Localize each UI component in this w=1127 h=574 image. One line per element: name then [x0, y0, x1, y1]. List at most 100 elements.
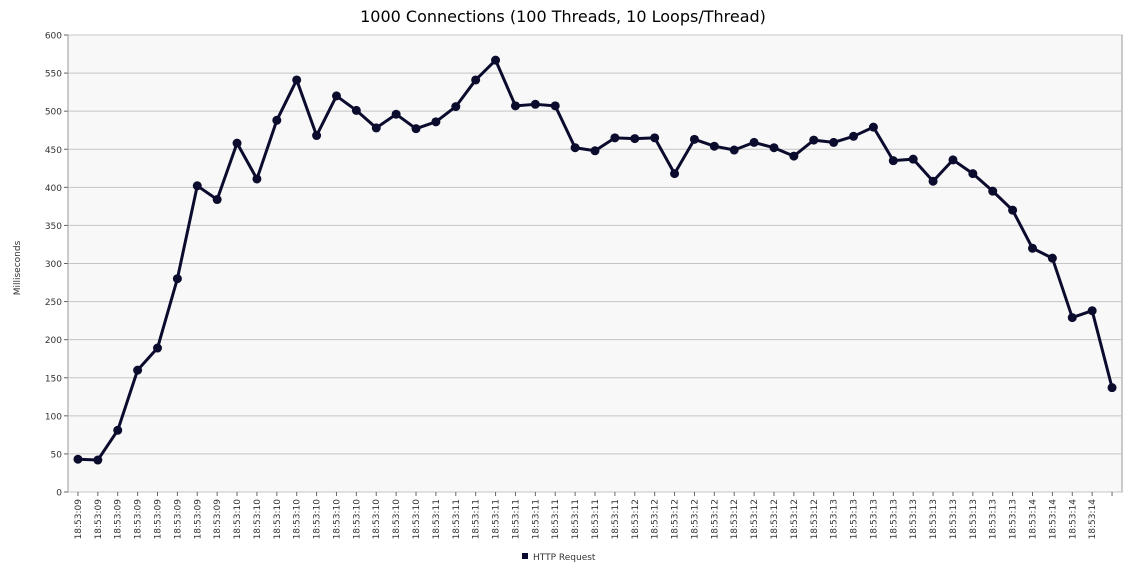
x-tick-label: 18:53:11 — [531, 499, 541, 539]
x-tick-label: 18:53:12 — [770, 499, 780, 539]
y-tick-label: 100 — [45, 412, 62, 422]
y-tick-label: 250 — [45, 298, 62, 308]
x-tick-label: 18:53:09 — [114, 499, 124, 540]
data-point — [252, 174, 262, 184]
data-point — [988, 186, 998, 196]
y-tick-label: 50 — [51, 450, 63, 460]
x-tick-label: 18:53:13 — [929, 499, 939, 539]
x-tick-label: 18:53:13 — [850, 499, 860, 539]
x-tick-label: 18:53:10 — [293, 499, 303, 540]
data-point — [93, 455, 103, 465]
x-tick-label: 18:53:12 — [810, 499, 820, 539]
data-point — [391, 109, 401, 119]
data-point — [1107, 383, 1117, 393]
x-tick-label: 18:53:11 — [432, 499, 442, 539]
data-point — [172, 274, 182, 284]
x-tick-label: 18:53:12 — [750, 499, 760, 539]
y-tick-label: 0 — [56, 489, 62, 499]
data-point — [550, 101, 560, 111]
x-tick-label: 18:53:12 — [690, 499, 700, 539]
y-tick-label: 550 — [45, 70, 62, 80]
x-tick-label: 18:53:12 — [631, 499, 641, 539]
data-point — [73, 454, 83, 464]
data-point — [1067, 313, 1077, 323]
data-point — [133, 365, 143, 375]
x-tick-label: 18:53:13 — [909, 499, 919, 539]
x-tick-label: 18:53:11 — [571, 499, 581, 539]
x-tick-label: 18:53:09 — [94, 499, 104, 540]
data-point — [650, 133, 660, 143]
data-point — [351, 105, 361, 115]
data-point — [292, 75, 302, 85]
x-tick-label: 18:53:13 — [1009, 499, 1019, 539]
y-tick-label: 500 — [45, 108, 62, 118]
data-point — [1028, 243, 1038, 253]
data-point — [749, 137, 759, 147]
chart-title: 1000 Connections (100 Threads, 10 Loops/… — [360, 7, 766, 26]
x-tick-label: 18:53:12 — [671, 499, 681, 539]
x-tick-label: 18:53:13 — [830, 499, 840, 539]
x-tick-label: 18:53:14 — [1088, 499, 1098, 540]
data-point — [510, 101, 520, 111]
x-tick-label: 18:53:11 — [611, 499, 621, 539]
y-tick-label: 400 — [45, 184, 62, 194]
data-point — [212, 195, 222, 205]
x-tick-label: 18:53:11 — [452, 499, 462, 539]
data-point — [192, 181, 202, 191]
x-tick-label: 18:53:14 — [1048, 499, 1058, 540]
x-tick-label: 18:53:10 — [352, 499, 362, 540]
data-point — [471, 75, 481, 85]
x-tick-label: 18:53:09 — [193, 499, 203, 540]
data-point — [312, 131, 322, 141]
x-tick-label: 18:53:13 — [969, 499, 979, 539]
x-tick-label: 18:53:13 — [869, 499, 879, 539]
x-tick-label: 18:53:09 — [74, 499, 84, 540]
data-point — [908, 154, 918, 164]
x-tick-label: 18:53:09 — [134, 499, 144, 540]
x-tick-label: 18:53:11 — [511, 499, 521, 539]
y-tick-label: 300 — [45, 260, 62, 270]
data-point — [451, 102, 461, 112]
data-point — [928, 176, 938, 186]
x-tick-label: 18:53:11 — [472, 499, 482, 539]
data-point — [709, 141, 719, 151]
x-tick-label: 18:53:12 — [730, 499, 740, 539]
data-point — [371, 123, 381, 133]
x-tick-label: 18:53:13 — [889, 499, 899, 539]
x-tick-label: 18:53:10 — [412, 499, 422, 540]
x-tick-label: 18:53:10 — [392, 499, 402, 540]
data-point — [331, 91, 341, 101]
data-point — [689, 134, 699, 144]
x-tick-label: 18:53:10 — [372, 499, 382, 540]
x-tick-label: 18:53:14 — [1029, 499, 1039, 540]
x-tick-label: 18:53:11 — [492, 499, 502, 539]
data-point — [729, 145, 739, 155]
data-point — [1008, 205, 1018, 215]
data-point — [610, 133, 620, 143]
y-tick-label: 150 — [45, 374, 62, 384]
data-point — [272, 115, 282, 125]
y-tick-label: 450 — [45, 146, 62, 156]
x-tick-label: 18:53:10 — [332, 499, 342, 540]
data-point — [789, 151, 799, 161]
data-point — [1087, 306, 1097, 316]
data-point — [948, 155, 958, 165]
data-point — [809, 135, 819, 145]
x-tick-label: 18:53:09 — [213, 499, 223, 540]
x-tick-label: 18:53:13 — [989, 499, 999, 539]
data-point — [849, 131, 859, 141]
data-point — [431, 117, 441, 127]
x-tick-label: 18:53:10 — [273, 499, 283, 540]
data-point — [868, 122, 878, 132]
x-tick-label: 18:53:09 — [173, 499, 183, 540]
x-tick-label: 18:53:11 — [551, 499, 561, 539]
y-tick-label: 350 — [45, 222, 62, 232]
data-point — [1047, 253, 1057, 263]
data-point — [232, 138, 242, 148]
data-point — [411, 124, 421, 134]
y-tick-label: 200 — [45, 336, 62, 346]
x-tick-label: 18:53:14 — [1068, 499, 1078, 540]
data-point — [888, 156, 898, 166]
data-point — [491, 55, 501, 65]
y-tick-label: 600 — [45, 32, 62, 42]
